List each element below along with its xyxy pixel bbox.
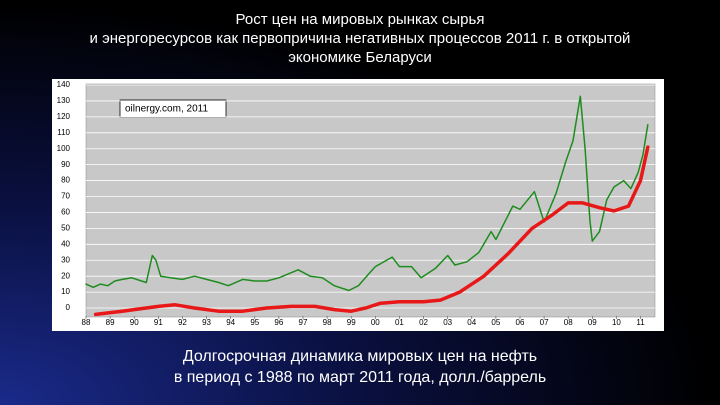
x-tick-label: 10 [612,318,621,327]
x-tick-label: 89 [106,318,115,327]
x-tick-label: 09 [588,318,597,327]
x-tick-label: 08 [564,318,573,327]
x-tick-label: 99 [347,318,356,327]
slide-title-line: Рост цен на мировых рынках сырья [235,11,485,28]
y-tick-label: 90 [61,160,70,169]
plot-area [85,83,656,318]
x-tick-label: 95 [250,318,259,327]
source-label: oilnergy.com, 2011 [125,104,208,115]
y-tick-label: 40 [61,239,70,248]
series-line [85,95,649,292]
x-tick-label: 07 [540,318,549,327]
slide-title-line: экономике Беларуси [288,49,432,66]
x-tick-label: 88 [82,318,91,327]
x-tick-label: 04 [467,318,476,327]
x-tick-label: 02 [419,318,428,327]
y-tick-label: 130 [57,96,71,105]
y-tick-label: 50 [61,223,70,232]
y-tick-label: 60 [61,208,70,217]
x-tick-label: 03 [443,318,452,327]
y-tick-label: 120 [57,112,71,121]
caption-line: в период с 1988 по март 2011 года, долл.… [173,369,547,386]
series-line [93,145,650,317]
x-tick-label: 00 [371,318,380,327]
x-tick-label: 90 [130,318,139,327]
x-tick-label: 96 [274,318,283,327]
x-tick-label: 94 [226,318,235,327]
caption-line: Долгосрочная динамика мировых цен на неф… [182,348,538,365]
y-tick-label: 140 [57,80,71,89]
x-tick-label: 05 [491,318,500,327]
y-tick-label: 110 [57,128,70,137]
slide-title-line: и энергоресурсов как первопричина негати… [89,30,631,47]
x-tick-label: 06 [516,318,525,327]
x-tick-label: 01 [395,318,404,327]
y-tick-label: 10 [61,287,70,296]
y-tick-label: 20 [61,271,70,280]
y-tick-label: 0 [66,303,71,312]
x-tick-label: 11 [636,318,645,327]
y-tick-label: 70 [61,192,70,201]
x-tick-label: 97 [299,318,308,327]
y-tick-label: 100 [57,144,71,153]
y-tick-label: 80 [61,176,70,185]
x-tick-label: 92 [178,318,187,327]
y-tick-label: 30 [61,255,70,264]
x-tick-label: 91 [154,318,163,327]
x-tick-label: 98 [323,318,332,327]
x-tick-label: 93 [202,318,211,327]
